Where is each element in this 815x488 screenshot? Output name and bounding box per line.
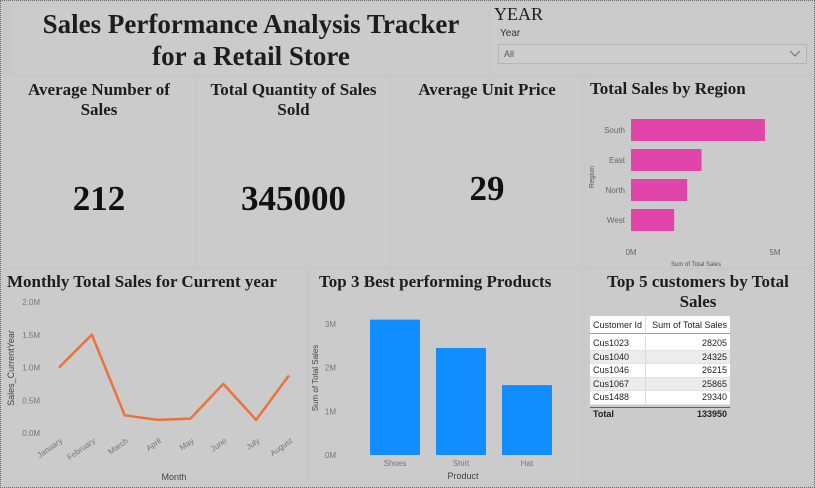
monthly-x-tick: March (106, 436, 129, 456)
products-bar (370, 319, 420, 455)
monthly-chart-card: Monthly Total Sales for Current year (2, 270, 306, 484)
kpi-value: 212 (72, 179, 126, 218)
customers-table: Customer Id Sum of Total Sales Cus1023 28… (590, 316, 730, 421)
cell-customer-id: Cus1488 (590, 391, 646, 404)
cell-total-sales: 28205 (701, 338, 727, 349)
monthly-x-tick: May (178, 436, 196, 452)
products-bar (502, 385, 552, 455)
chart-title: Total Sales by Region (590, 79, 746, 98)
region-bar (631, 149, 702, 171)
products-x-tick: Shirt (453, 459, 470, 468)
monthly-y-tick: 1.5M (22, 331, 40, 340)
products-bar (436, 348, 486, 455)
region-tick-label: West (607, 216, 626, 225)
kpi-value: 345000 (241, 179, 346, 218)
table-header: Customer Id Sum of Total Sales (590, 316, 730, 334)
products-y-tick: 3M (325, 320, 336, 329)
kpi-card-avg-sales: Average Number of Sales 212 (2, 77, 196, 267)
column-header-sum-total-sales[interactable]: Sum of Total Sales (652, 319, 727, 330)
kpi-title-line2: Sold (277, 99, 310, 119)
monthly-y-tick: 1.0M (22, 364, 40, 373)
monthly-x-tick: June (209, 436, 229, 454)
monthly-x-tick: April (144, 436, 162, 453)
table-title-line2: Sales (679, 291, 717, 311)
table-row: Cus1040 24325 (590, 350, 730, 364)
products-y-tick: 1M (325, 407, 336, 416)
region-tick-label: East (609, 156, 626, 165)
table-row: Cus1023 28205 (590, 337, 730, 351)
slicer-label: Year (500, 28, 521, 39)
kpi-title-line1: Average Unit Price (418, 80, 556, 99)
cell-total-sales: 26215 (701, 365, 727, 376)
cell-customer-id: Cus1023 (590, 337, 646, 350)
chart-title: Top 3 Best performing Products (319, 272, 552, 291)
kpi-title-line1: Average Number of (28, 80, 170, 99)
table-total-row: Total 133950 (590, 406, 730, 421)
page-title: Sales Performance Analysis Tracker for a… (14, 4, 488, 72)
kpi-card-total-quantity: Total Quantity of Sales Sold 345000 (197, 77, 390, 267)
monthly-y-tick: 0.5M (22, 396, 40, 405)
monthly-series-line (58, 333, 291, 422)
region-bar-chart: South East North West 0M 5M Sum of Total Sales… (589, 119, 781, 267)
products-y-axis-label: Sum of Total Sales (311, 345, 320, 412)
region-tick-label: North (605, 186, 625, 195)
total-value: 133950 (696, 409, 727, 419)
region-x-axis-label: Sum of Total Sales (671, 262, 721, 267)
page-title-line1: Sales Performance Analysis Tracker (42, 9, 460, 39)
region-bar (631, 209, 675, 231)
table-row: Cus1067 25865 (590, 377, 730, 391)
region-y-axis-label: Region (589, 166, 596, 188)
table-row: Cus1046 26215 (590, 364, 730, 378)
monthly-x-axis-label: Month (161, 472, 186, 482)
cell-total-sales: 25865 (701, 378, 727, 389)
region-x-tick: 0M (625, 248, 636, 257)
region-x-tick: 5M (769, 248, 780, 257)
region-bar (631, 119, 765, 141)
chevron-down-icon (789, 50, 801, 57)
kpi-title-line2: Sales (80, 99, 118, 119)
cell-customer-id: Cus1040 (590, 350, 646, 363)
column-header-customer-id[interactable]: Customer Id (590, 316, 646, 333)
region-chart-card: Total Sales by Region (585, 77, 811, 267)
year-dropdown[interactable]: All (498, 44, 807, 64)
kpi-value: 29 (469, 169, 505, 208)
slicer-heading: YEAR (494, 4, 543, 24)
year-dropdown-value: All (504, 49, 515, 59)
region-bar (631, 179, 688, 201)
monthly-y-axis-label: Sales_CurrentYear (6, 330, 16, 406)
page-title-line2: for a Retail Store (152, 41, 350, 71)
monthly-x-tick: January (36, 436, 64, 460)
products-y-tick: 2M (325, 364, 336, 373)
cell-total-sales: 29340 (701, 392, 727, 403)
products-x-tick: Hat (521, 459, 534, 468)
cell-total-sales: 24325 (701, 351, 727, 362)
cell-customer-id: Cus1067 (590, 377, 646, 390)
monthly-y-tick: 0.0M (22, 429, 40, 438)
table-row: Cus1488 29340 (590, 391, 730, 405)
monthly-y-tick: 2.0M (22, 298, 40, 307)
kpi-title: Average Unit Price (392, 77, 582, 100)
total-label: Total (593, 409, 614, 419)
kpi-title: Average Number of Sales (2, 77, 196, 119)
year-slicer: YEAR Year All (491, 2, 811, 74)
products-x-axis-label: Product (447, 471, 479, 481)
products-x-tick: Shoes (384, 459, 407, 468)
monthly-x-tick: July (244, 436, 261, 452)
monthly-x-tick: February (66, 436, 97, 462)
table-title-line1: Top 5 customers by Total (607, 272, 789, 291)
kpi-title: Total Quantity of Sales Sold (197, 77, 390, 119)
region-tick-label: South (604, 126, 625, 135)
table-title: Top 5 customers by Total Sales (585, 270, 811, 311)
chart-title: Monthly Total Sales for Current year (7, 272, 277, 291)
kpi-card-avg-unit-price: Average Unit Price 29 (392, 77, 582, 267)
monthly-x-tick: August (269, 436, 295, 458)
header-card: Sales Performance Analysis Tracker for a… (14, 4, 488, 74)
cell-customer-id: Cus1046 (590, 364, 646, 377)
products-y-tick: 0M (325, 451, 336, 460)
kpi-title-line1: Total Quantity of Sales (210, 80, 377, 99)
products-bar-chart: 3M 2M 1M 0M Shoes Shirt Hat Product Sum of Total… (311, 319, 552, 481)
